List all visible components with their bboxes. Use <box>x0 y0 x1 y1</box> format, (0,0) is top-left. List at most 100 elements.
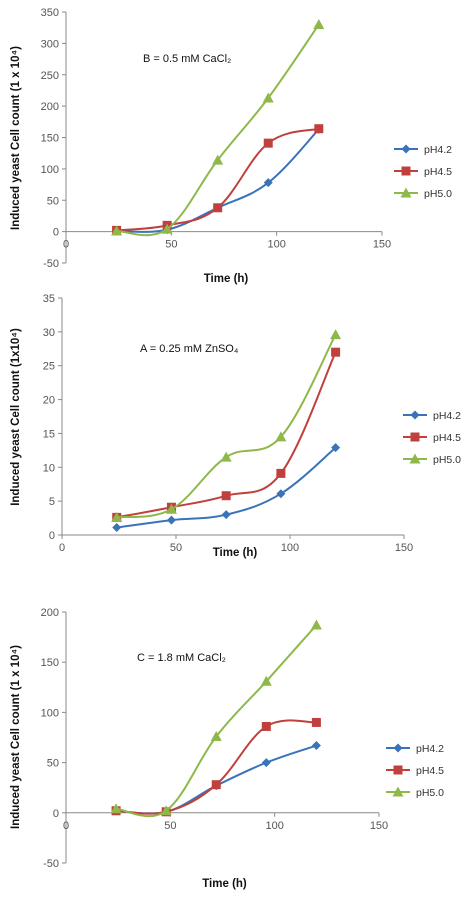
x-tick-label: 0 <box>63 239 69 251</box>
data-point <box>260 675 272 686</box>
series-line <box>116 127 320 232</box>
data-point <box>221 491 231 501</box>
data-point <box>261 758 271 768</box>
y-tick-label: 15 <box>43 428 55 440</box>
legend-item-pH4.5: pH4.5 <box>394 166 452 178</box>
y-tick-label: 30 <box>43 327 55 339</box>
legend-item-pH4.2: pH4.2 <box>394 144 452 156</box>
data-point <box>275 431 287 442</box>
data-point <box>112 523 122 533</box>
legend-item-pH5.0: pH5.0 <box>394 187 452 200</box>
y-tick-label: 200 <box>41 607 59 619</box>
data-point <box>262 92 274 103</box>
y-tick-label: -50 <box>43 258 59 270</box>
y-axis-title: Induced yeast Cell count (1x10⁴) <box>10 328 22 506</box>
y-tick-label: 0 <box>49 530 55 542</box>
legend-label: pH4.5 <box>416 765 444 777</box>
x-tick-label: 50 <box>170 542 182 554</box>
x-tick-label: 50 <box>165 239 177 251</box>
data-point <box>330 329 342 340</box>
legend-item-pH5.0: pH5.0 <box>403 453 461 466</box>
data-point <box>213 203 223 213</box>
series-pH4.2 <box>112 443 341 533</box>
x-tick-label: 0 <box>59 542 65 554</box>
data-point <box>166 515 176 525</box>
y-tick-label: 200 <box>41 101 59 113</box>
series-pH5.0 <box>111 329 342 522</box>
legend-marker <box>400 187 412 198</box>
data-point <box>161 223 173 234</box>
data-point <box>160 805 172 816</box>
legend-marker <box>392 786 404 797</box>
legend-label: pH5.0 <box>433 454 461 466</box>
y-tick-label: 0 <box>53 808 59 820</box>
legend-marker <box>410 432 420 442</box>
data-point <box>311 717 321 727</box>
data-point <box>110 803 122 814</box>
y-tick-label: 35 <box>43 293 55 305</box>
legend-item-pH4.5: pH4.5 <box>386 765 444 777</box>
y-axis-title: Induced yeast Cell count (1 x 10⁴) <box>10 46 22 230</box>
y-tick-label: 350 <box>41 7 59 19</box>
data-point <box>111 511 123 522</box>
series-pH4.5 <box>112 124 324 235</box>
series-pH4.2 <box>111 741 321 817</box>
data-point <box>211 780 221 790</box>
series-pH4.2 <box>112 124 324 236</box>
data-point <box>220 451 232 462</box>
legend-marker <box>393 743 403 753</box>
y-tick-label: -50 <box>43 858 59 870</box>
x-axis-title: Time (h) <box>204 273 249 285</box>
data-point <box>165 503 177 514</box>
y-tick-label: 100 <box>41 707 59 719</box>
chart-panel-2: 0 5 10 15 20 25 30 35 0 50 100 150 Time (h) Induced y… <box>10 293 461 559</box>
data-point <box>313 19 325 30</box>
data-point <box>311 741 321 751</box>
x-tick-label: 100 <box>267 239 285 251</box>
data-point <box>276 468 286 478</box>
legend-marker <box>410 410 420 420</box>
y-tick-label: 100 <box>41 164 59 176</box>
y-tick-label: 50 <box>47 758 59 770</box>
legend-label: pH4.2 <box>433 410 461 422</box>
series-line <box>116 334 337 519</box>
legend-marker <box>393 765 403 775</box>
y-tick-label: 10 <box>43 462 55 474</box>
y-tick-label: 25 <box>43 361 55 373</box>
legend-label: pH5.0 <box>424 188 452 200</box>
data-point <box>331 443 341 453</box>
x-tick-label: 50 <box>164 820 176 832</box>
x-tick-label: 150 <box>395 542 413 554</box>
condition-annotation: A = 0.25 mM ZnSO₄ <box>140 343 239 355</box>
x-tick-label: 0 <box>63 820 69 832</box>
data-point <box>263 138 273 148</box>
x-axis-title: Time (h) <box>213 547 258 559</box>
y-tick-label: 150 <box>41 133 59 145</box>
legend-item-pH5.0: pH5.0 <box>386 786 444 799</box>
y-tick-label: 50 <box>47 195 59 207</box>
y-tick-label: 250 <box>41 70 59 82</box>
data-point <box>314 124 324 134</box>
data-point <box>111 225 123 236</box>
condition-annotation: B = 0.5 mM CaCl₂ <box>143 53 231 65</box>
data-point <box>212 154 224 165</box>
y-tick-label: 0 <box>53 227 59 239</box>
legend-label: pH4.2 <box>416 743 444 755</box>
series-line <box>116 128 320 233</box>
x-tick-label: 100 <box>265 820 283 832</box>
x-tick-label: 150 <box>370 820 388 832</box>
data-point <box>310 619 322 630</box>
data-point <box>331 347 341 357</box>
y-tick-label: 150 <box>41 657 59 669</box>
chart-panel-1: -50 0 50 100 150 200 250 300 350 0 50 100 150 Time (h… <box>10 7 452 285</box>
data-point <box>261 721 271 731</box>
legend-label: pH4.2 <box>424 144 452 156</box>
legend-item-pH4.2: pH4.2 <box>386 743 444 755</box>
series-pH5.0 <box>110 619 322 818</box>
data-point <box>263 178 273 188</box>
y-tick-label: 5 <box>49 496 55 508</box>
legend-label: pH4.5 <box>433 432 461 444</box>
series-line <box>116 744 317 815</box>
legend-marker <box>401 166 411 176</box>
